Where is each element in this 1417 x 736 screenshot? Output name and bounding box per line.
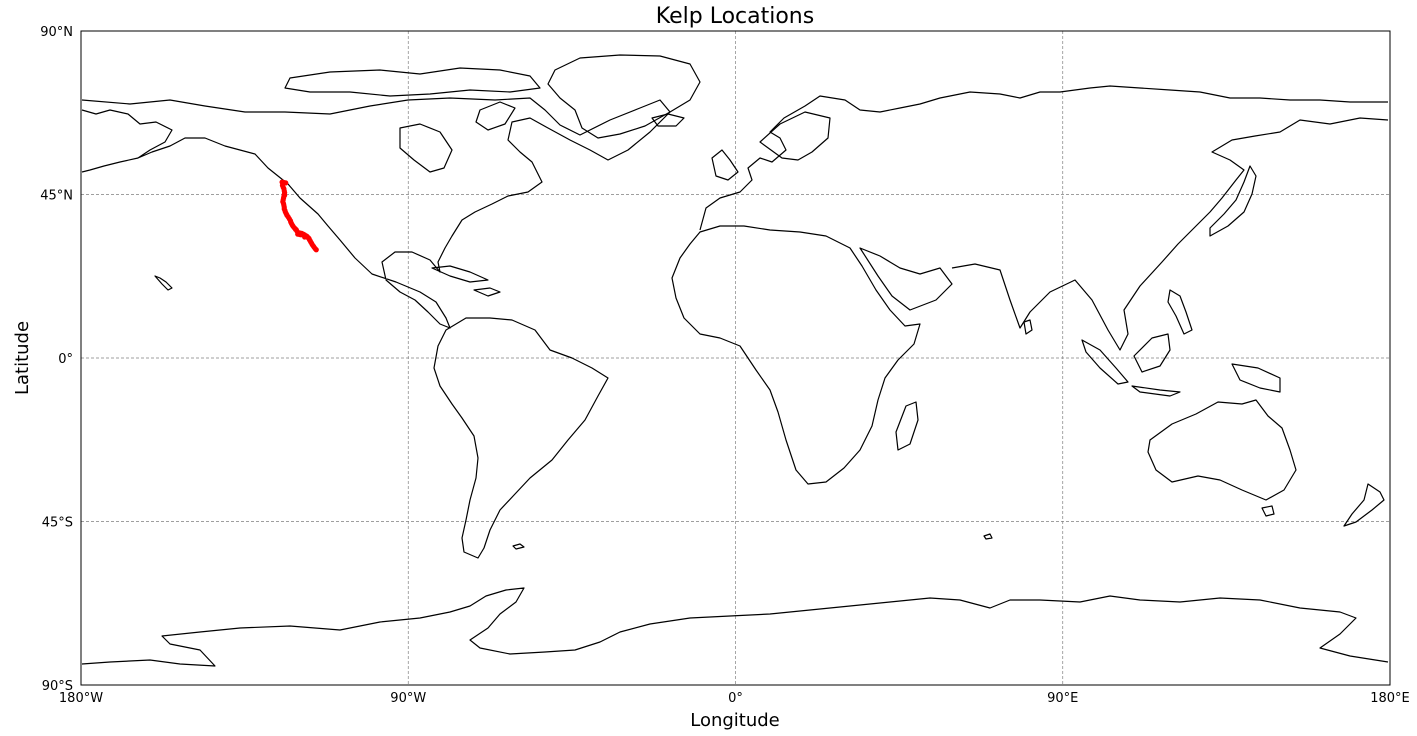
british-isles-coastline [711, 149, 739, 181]
scandinavia-coastline [759, 111, 831, 161]
y-tick-label: 0° [58, 352, 73, 367]
y-tick-label: 45°N [40, 189, 73, 204]
baffin-island-coastline [475, 101, 516, 131]
x-tick-label: 90°E [1047, 691, 1078, 706]
antarctica-coastline [81, 587, 1389, 667]
iceland-coastline [651, 113, 685, 127]
tasmania-coastline [1261, 505, 1275, 517]
kelp-point [282, 192, 288, 198]
kelp-points [279, 179, 319, 253]
new-zealand-coastline [1343, 483, 1385, 527]
x-axis-ticks: 180°W 90°W 0° 90°E 180°E [59, 691, 1410, 706]
y-tick-label: 90°S [42, 679, 73, 694]
coastlines [81, 54, 1389, 667]
x-axis-label: Longitude [690, 710, 780, 731]
north-america-coastline [81, 97, 671, 329]
japan-coastline [1209, 165, 1257, 237]
arabia-coastline [859, 247, 953, 311]
philippines-coastline [1167, 289, 1193, 335]
x-tick-label: 180°E [1370, 691, 1410, 706]
hawaii-coastline [154, 275, 173, 291]
kelp-point [313, 247, 319, 253]
asia-coastline [951, 117, 1389, 351]
y-tick-label: 45°S [42, 516, 73, 531]
gridlines [81, 31, 1390, 685]
y-axis-label: Latitude [12, 321, 33, 395]
kelp-point [283, 180, 289, 186]
aleutian-coastline [81, 157, 139, 173]
new-guinea-coastline [1231, 363, 1281, 393]
europe-coastline [699, 85, 1388, 231]
kerguelen-coastline [983, 533, 993, 540]
arctic-islands-coastline [284, 67, 541, 97]
y-axis-ticks: 90°N 45°N 0° 45°S 90°S [40, 25, 73, 694]
map-frame [80, 30, 1391, 686]
kelp-point [284, 212, 290, 218]
hispaniola-coastline [473, 287, 501, 297]
java-coastline [1131, 385, 1181, 397]
kelp-point [295, 231, 301, 237]
australia-coastline [1147, 399, 1297, 501]
hudson-bay-coastline [399, 123, 453, 173]
greenland-coastline [547, 54, 701, 139]
sri-lanka-coastline [1023, 319, 1033, 335]
x-tick-label: 0° [728, 691, 743, 706]
south-america-coastline [433, 317, 609, 559]
madagascar-coastline [895, 401, 919, 451]
sumatra-coastline [1081, 339, 1129, 385]
borneo-coastline [1133, 333, 1171, 373]
kelp-point [300, 231, 306, 237]
x-tick-label: 180°W [59, 691, 103, 706]
falklands-coastline [512, 543, 525, 550]
x-tick-label: 90°W [390, 691, 426, 706]
chart-title: Kelp Locations [656, 4, 814, 29]
africa-coastline [671, 225, 921, 485]
y-tick-label: 90°N [40, 25, 73, 40]
kelp-point [292, 226, 299, 232]
cuba-coastline [431, 265, 489, 283]
